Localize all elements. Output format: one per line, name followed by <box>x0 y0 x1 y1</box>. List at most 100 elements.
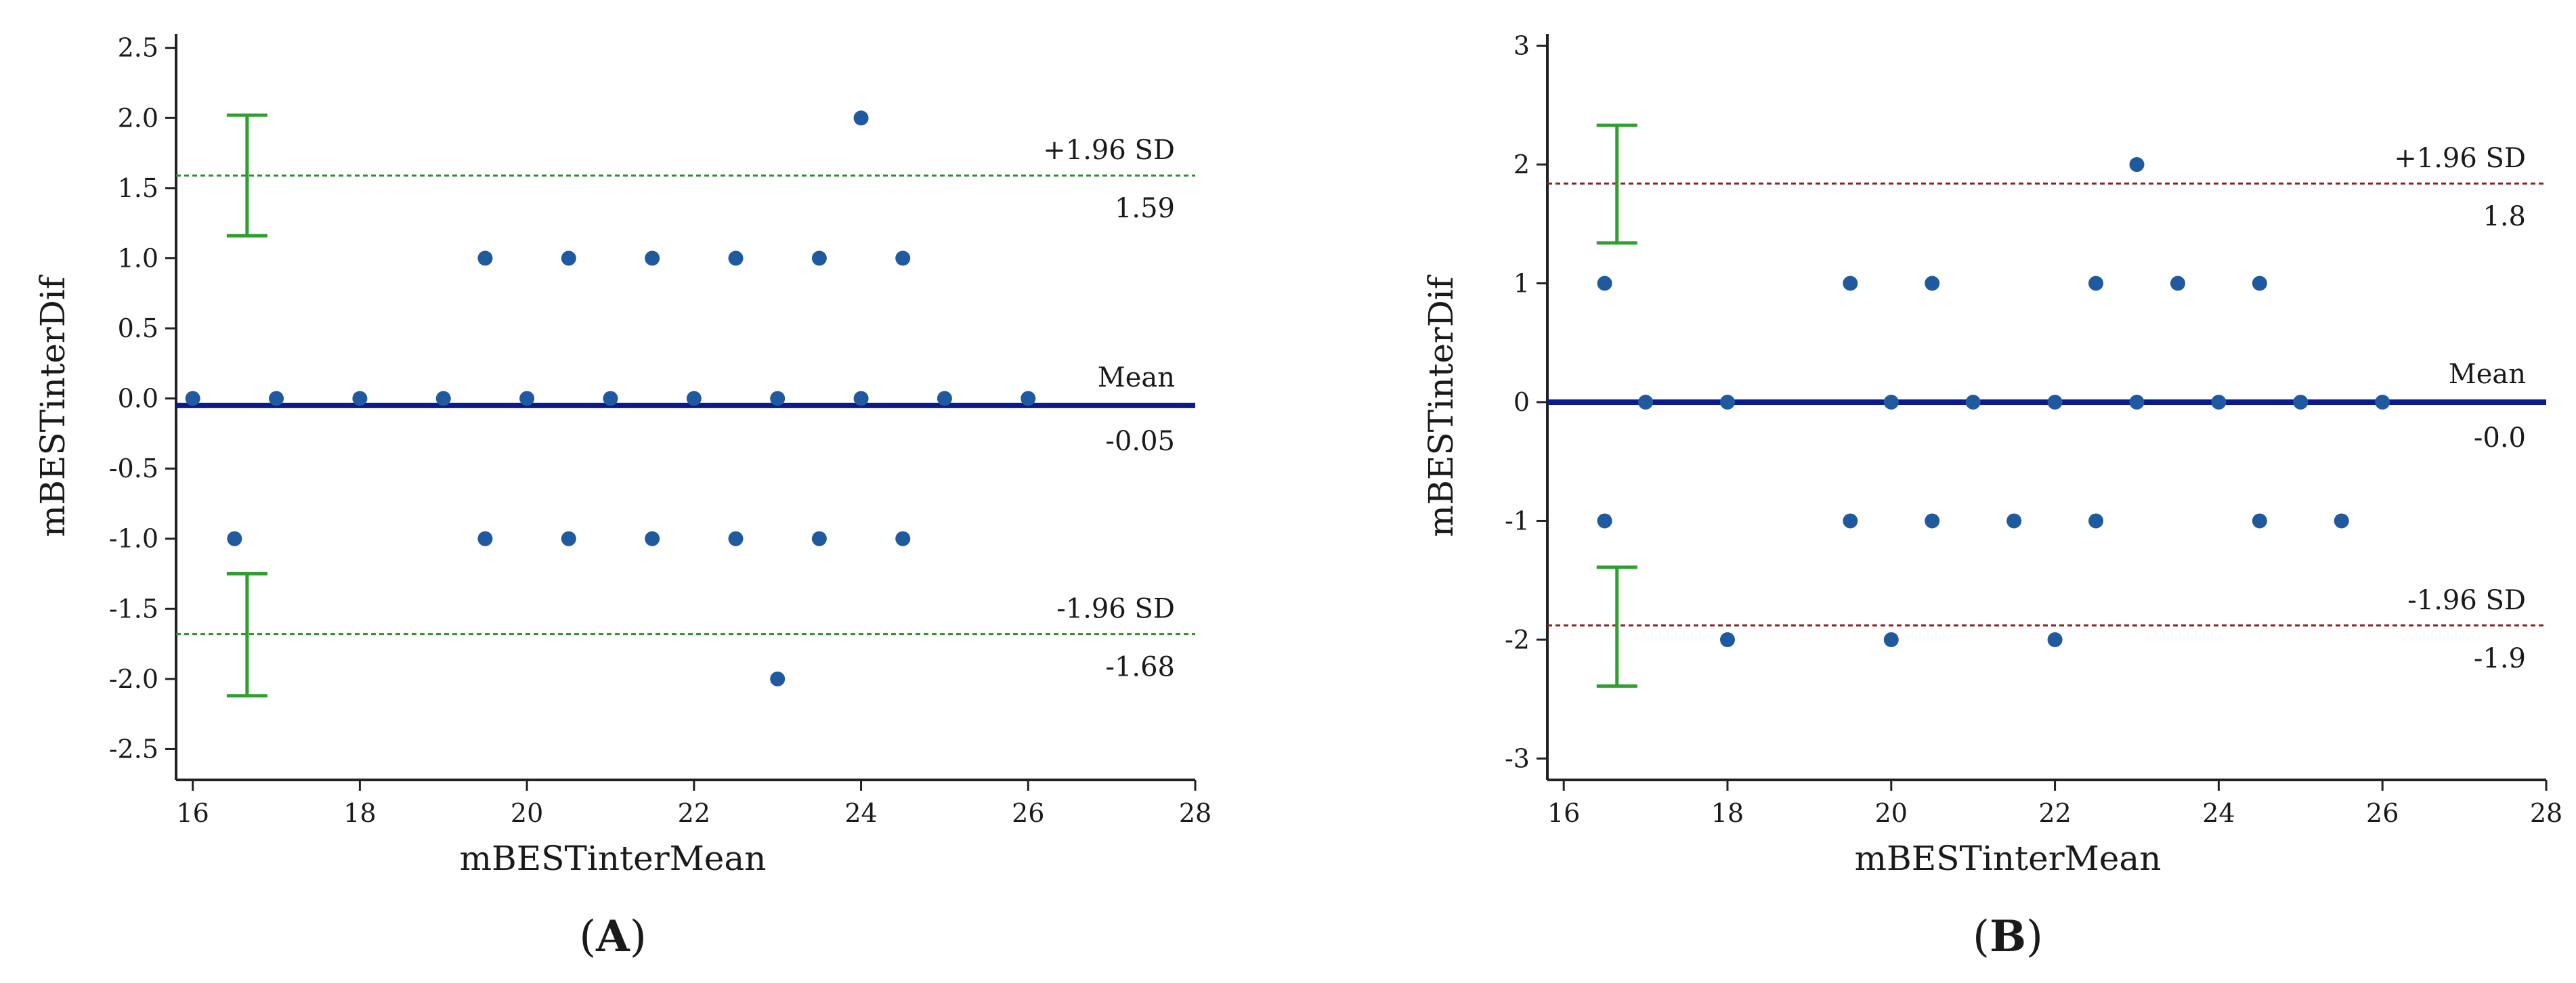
data-point <box>2375 394 2390 410</box>
y-tick-label: 2 <box>1514 150 1530 179</box>
panel-label: (A) <box>579 911 647 962</box>
x-axis-title: mBESTinterMean <box>460 839 767 878</box>
upper-ci-bar <box>226 113 267 238</box>
x-axis-title: mBESTinterMean <box>1855 839 2162 878</box>
data-point <box>895 531 911 546</box>
lower-loa-value: -1.68 <box>1105 652 1175 683</box>
data-point <box>728 250 744 266</box>
lower-ci-bar <box>226 572 267 698</box>
data-point <box>1883 394 1899 410</box>
lower-ci-bar <box>1596 565 1637 688</box>
data-point <box>2088 513 2104 529</box>
data-point <box>1719 394 1735 410</box>
upper-loa-label: +1.96 SD <box>2394 143 2526 174</box>
data-point <box>853 391 869 406</box>
y-tick-label: 0.5 <box>118 313 158 343</box>
data-point <box>2211 394 2227 410</box>
y-axis-title: mBESTinterDif <box>1421 274 1461 537</box>
x-tick-label: 20 <box>511 798 543 828</box>
data-point <box>686 391 702 406</box>
data-point <box>811 531 827 546</box>
lower-loa-label: -1.96 SD <box>2407 585 2526 616</box>
data-point <box>561 531 576 546</box>
y-tick-label: 1 <box>1514 269 1530 299</box>
data-point <box>2047 394 2063 410</box>
data-point <box>770 671 786 686</box>
data-point <box>1021 391 1036 406</box>
data-point <box>645 531 660 546</box>
data-point <box>937 391 952 406</box>
data-point <box>2088 276 2104 291</box>
data-point <box>477 531 493 546</box>
y-tick-label: 0.0 <box>118 384 158 414</box>
x-tick-label: 22 <box>2038 798 2071 828</box>
y-tick-label: -2.5 <box>109 734 158 764</box>
upper-loa-label: +1.96 SD <box>1043 135 1175 166</box>
data-point <box>352 391 368 406</box>
y-tick-label: 2.5 <box>118 33 158 63</box>
data-point <box>728 531 744 546</box>
mean-label: Mean <box>2449 359 2526 390</box>
data-point <box>811 250 827 266</box>
x-tick-label: 26 <box>2366 798 2399 828</box>
y-tick-label: -2.0 <box>109 664 158 694</box>
data-point <box>770 391 786 406</box>
y-tick-label: 1.0 <box>118 243 158 273</box>
data-point <box>1925 513 1940 529</box>
y-tick-label: 3 <box>1514 31 1530 61</box>
lower-loa-label: -1.96 SD <box>1056 594 1175 625</box>
mean-value: -0.0 <box>2474 422 2526 454</box>
x-tick-label: 18 <box>343 798 376 828</box>
data-point <box>2006 513 2022 529</box>
y-tick-label: -1.5 <box>109 594 158 624</box>
data-point <box>1925 276 1940 291</box>
data-point <box>477 250 493 266</box>
upper-loa-value: 1.59 <box>1115 193 1175 224</box>
y-tick-label: -1 <box>1505 506 1530 536</box>
data-point <box>2129 157 2145 173</box>
mean-label: Mean <box>1098 362 1175 393</box>
lower-loa-value: -1.9 <box>2474 643 2526 674</box>
y-tick-label: 1.5 <box>118 173 158 203</box>
x-tick-label: 28 <box>1179 798 1211 828</box>
data-point <box>1843 276 1858 291</box>
y-tick-label: -0.5 <box>109 454 158 483</box>
data-point <box>185 391 200 406</box>
data-point <box>1965 394 1981 410</box>
x-tick-label: 24 <box>2202 798 2235 828</box>
data-point <box>1719 632 1735 647</box>
data-point <box>561 250 576 266</box>
x-tick-label: 16 <box>1547 798 1580 828</box>
data-point <box>853 110 869 126</box>
data-point <box>519 391 535 406</box>
data-point <box>603 391 618 406</box>
x-tick-label: 28 <box>2530 798 2562 828</box>
y-tick-label: -3 <box>1505 743 1530 773</box>
data-point <box>2252 513 2267 529</box>
panel-label: (B) <box>1973 911 2043 962</box>
data-point <box>1597 513 1612 529</box>
x-tick-label: 20 <box>1875 798 1908 828</box>
y-tick-label: -2 <box>1505 625 1530 655</box>
x-tick-label: 26 <box>1012 798 1044 828</box>
upper-loa-value: 1.8 <box>2483 201 2526 232</box>
x-tick-label: 18 <box>1711 798 1744 828</box>
data-point <box>227 531 242 546</box>
panel-a: 2.5 2.0 1.5 1.0 0.5 0.0 -0.5 -1.0 -1.5 -2.0 -2.5 16… <box>33 33 1211 962</box>
data-point <box>2170 276 2185 291</box>
data-point <box>2252 276 2267 291</box>
data-point <box>2293 394 2309 410</box>
y-tick-label: 0 <box>1514 387 1530 417</box>
upper-ci-bar <box>1596 123 1637 245</box>
y-tick-label: 2.0 <box>118 103 158 133</box>
x-tick-label: 24 <box>844 798 877 828</box>
data-point <box>269 391 284 406</box>
panel-b: 3 2 1 0 -1 -2 -3 16 18 20 22 24 26 28 mBESTinterMean mB… <box>1421 31 2562 962</box>
data-point <box>645 250 660 266</box>
data-point <box>1883 632 1899 647</box>
data-point <box>435 391 451 406</box>
data-point <box>1843 513 1858 529</box>
data-point <box>1638 394 1654 410</box>
data-point <box>2129 394 2145 410</box>
mean-value: -0.05 <box>1105 426 1175 457</box>
